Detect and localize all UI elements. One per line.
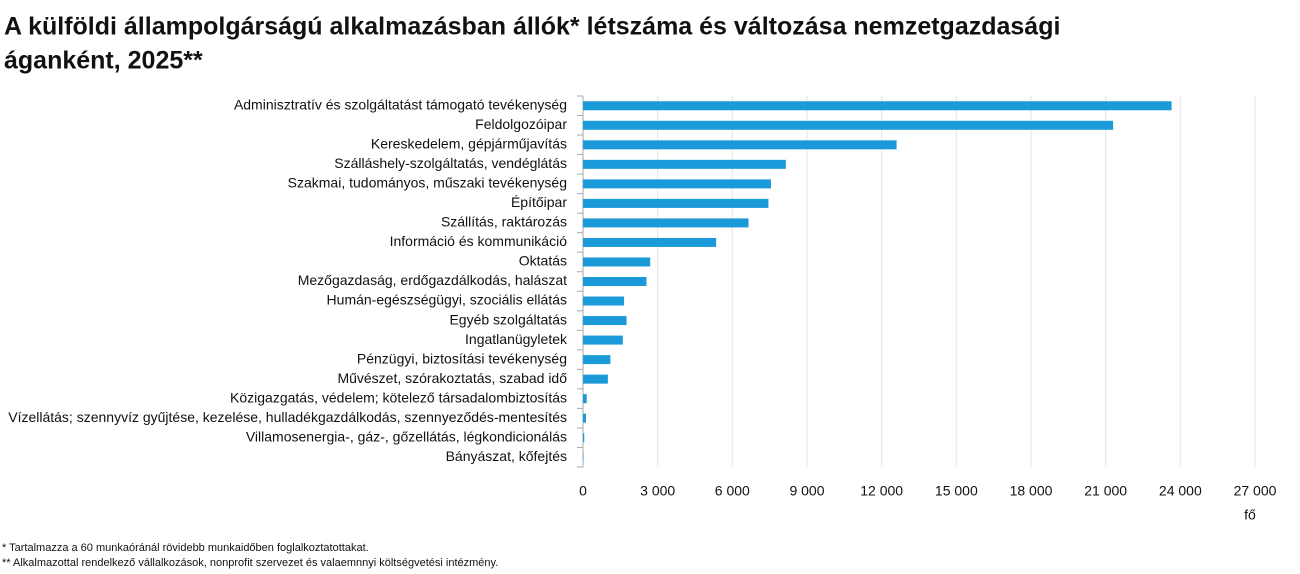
bar: [583, 277, 647, 286]
bar: [583, 316, 627, 326]
bar: [583, 433, 585, 443]
bar: [583, 120, 1114, 130]
x-tick-label: 15 000: [935, 483, 978, 499]
y-tick-label: Feldolgozóipar: [475, 116, 567, 132]
bar: [583, 257, 651, 267]
y-tick-label: Villamosenergia-, gáz-, gőzellátás, légk…: [246, 428, 567, 444]
bar: [583, 179, 771, 189]
y-tick-label: Információ és kommunikáció: [390, 233, 568, 249]
y-tick-label: Egyéb szolgáltatás: [449, 311, 567, 327]
y-tick-label: Oktatás: [519, 253, 567, 269]
bar: [583, 159, 786, 169]
y-tick-label: Pénzügyi, biztosítási tevékenység: [357, 350, 567, 366]
x-tick-label: 3 000: [640, 483, 675, 499]
y-tick-label: Szakmai, tudományos, műszaki tevékenység: [288, 175, 567, 191]
x-tick-label: 6 000: [715, 483, 750, 499]
y-tick-label: Szállítás, raktározás: [441, 214, 567, 230]
x-tick-label: 0: [579, 483, 587, 499]
y-tick-label: Bányászat, kőfejtés: [446, 448, 567, 464]
chart-title: áganként, 2025**: [4, 47, 203, 75]
footnote: ** Alkalmazottal rendelkező vállalkozáso…: [2, 557, 498, 569]
y-tick-label: Mezőgazdaság, erdőgazdálkodás, halászat: [298, 272, 567, 288]
bar: [583, 355, 611, 365]
axis-unit: fő: [1244, 507, 1256, 523]
bar: [583, 101, 1172, 111]
y-tick-label: Szálláshely-szolgáltatás, vendéglátás: [334, 155, 567, 171]
bar: [583, 198, 769, 208]
bar: [583, 394, 587, 404]
x-tick-label: 12 000: [860, 483, 903, 499]
y-tick-label: Vízellátás; szennyvíz gyűjtése, kezelése…: [8, 409, 567, 425]
bar: [583, 413, 586, 423]
bar: [583, 237, 717, 247]
y-tick-label: Kereskedelem, gépjárműjavítás: [371, 136, 567, 152]
x-tick-label: 24 000: [1159, 483, 1202, 499]
y-tick-label: Adminisztratív és szolgáltatást támogató…: [234, 96, 567, 112]
bar: [583, 374, 608, 384]
y-tick-label: Ingatlanügyletek: [465, 331, 568, 347]
bar: [583, 140, 897, 150]
x-tick-label: 9 000: [789, 483, 824, 499]
x-tick-label: 27 000: [1234, 483, 1277, 499]
y-tick-label: Humán-egészségügyi, szociális ellátás: [327, 292, 567, 308]
x-tick-label: 18 000: [1010, 483, 1053, 499]
bar: [583, 296, 625, 306]
x-tick-label: 21 000: [1084, 483, 1127, 499]
y-tick-label: Közigazgatás, védelem; kötelező társadal…: [230, 389, 567, 405]
bar: [583, 335, 623, 345]
y-tick-label: Művészet, szórakoztatás, szabad idő: [337, 370, 567, 386]
bar: [583, 218, 749, 228]
chart-title: A külföldi állampolgárságú alkalmazásban…: [4, 13, 1060, 41]
y-tick-label: Építőipar: [511, 194, 567, 210]
footnote: * Tartalmazza a 60 munkaóránál rövidebb …: [2, 542, 369, 554]
